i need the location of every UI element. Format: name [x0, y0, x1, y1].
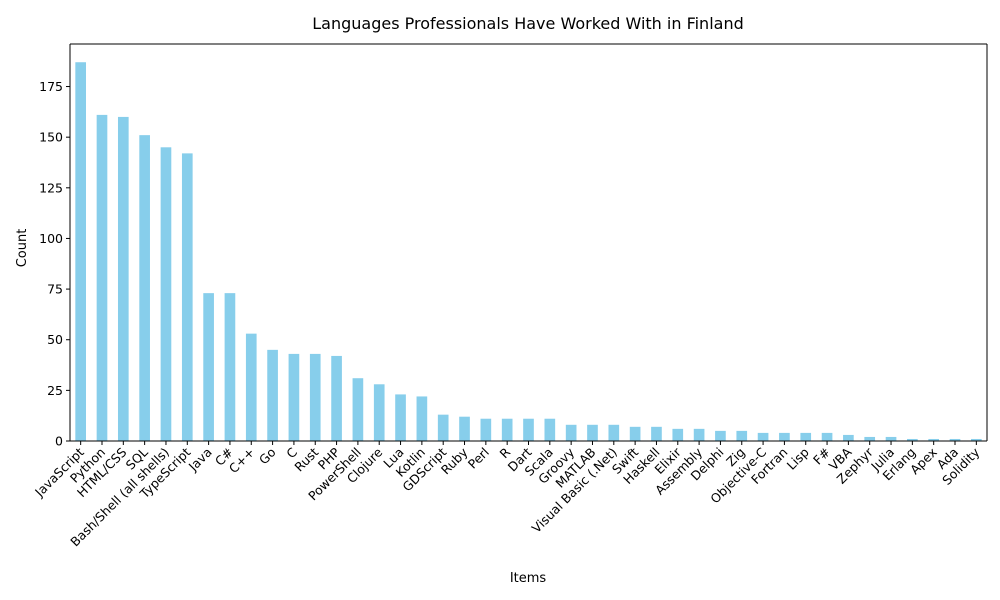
chart-title: Languages Professionals Have Worked With…: [312, 14, 743, 33]
bar-bash-shell-all-shells: [160, 147, 172, 441]
y-axis-label: Count: [15, 229, 30, 268]
bar-html-css: [117, 116, 129, 441]
bar-lua: [395, 394, 406, 441]
x-axis-label: Items: [510, 571, 547, 586]
bar-erlang: [907, 438, 918, 441]
bar-apex: [928, 438, 940, 441]
y-tick-label: 150: [39, 130, 63, 145]
bar-gdscript: [437, 414, 449, 441]
y-tick-label: 75: [47, 282, 63, 297]
bar-f: [821, 432, 833, 441]
x-tick-label: Lisp: [784, 444, 812, 472]
bar-r: [501, 418, 513, 441]
y-tick-label: 50: [47, 332, 63, 347]
bar-powershell: [352, 378, 364, 441]
bar-julia: [885, 436, 897, 441]
bar-scala: [544, 418, 556, 441]
bar-swift: [629, 426, 641, 441]
bar-perl: [480, 418, 492, 441]
bar-objective-c: [757, 432, 769, 441]
bar-haskell: [651, 426, 662, 441]
bar-zig: [736, 430, 748, 441]
bar-c: [245, 333, 257, 441]
bar-ruby: [459, 416, 470, 441]
bar-lisp: [800, 432, 812, 441]
bar-groovy: [565, 424, 577, 441]
x-tick-label: Java: [185, 445, 215, 475]
bar-c: [288, 353, 300, 441]
y-tick-label: 25: [47, 383, 63, 398]
bar-dart: [523, 418, 534, 441]
plot-area: [70, 43, 988, 442]
y-tick-label: 0: [55, 434, 63, 449]
bar-elixir: [672, 428, 684, 441]
bar-matlab: [587, 424, 598, 441]
bar-c: [224, 293, 236, 441]
bar-vba: [843, 434, 854, 441]
bar-fortran: [779, 432, 790, 441]
bar-zephyr: [864, 436, 876, 441]
bar-php: [331, 355, 342, 441]
bar-solidity: [971, 438, 982, 441]
bar-javascript: [75, 62, 86, 442]
bar-rust: [309, 353, 321, 441]
bar-delphi: [715, 430, 726, 441]
bar-sql: [139, 135, 150, 442]
y-tick-label: 125: [39, 180, 63, 195]
bar-visual-basic-net: [608, 424, 620, 441]
bar-typescript: [181, 153, 193, 441]
bar-java: [203, 293, 214, 441]
y-tick-label: 175: [39, 79, 63, 94]
x-tick-label: Go: [256, 445, 279, 468]
bar-go: [267, 349, 278, 441]
bar-python: [96, 114, 108, 442]
x-tick-label: C++: [226, 445, 258, 477]
y-axis: 0 25 50 75 100 125 150 175: [39, 44, 71, 449]
y-tick-label: 100: [39, 231, 63, 246]
x-tick-label: Perl: [465, 445, 492, 472]
bar-kotlin: [416, 396, 428, 441]
bar-assembly: [693, 428, 705, 441]
bar-clojure: [373, 384, 385, 441]
bar-ada: [949, 438, 961, 441]
